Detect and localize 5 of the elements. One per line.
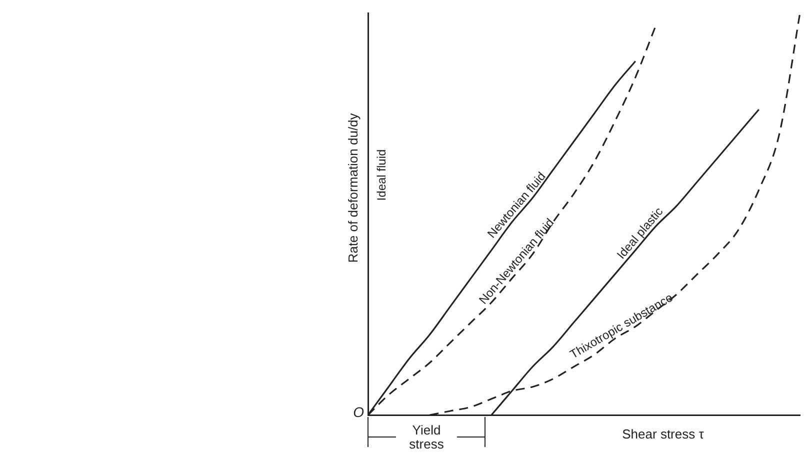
x-axis-title: Shear stress τ	[622, 426, 705, 442]
annotation: Ideal fluid	[374, 149, 388, 201]
y-axis-title: Rate of deformation du/dy	[346, 112, 361, 263]
text: Yield stress	[409, 422, 444, 452]
text: O	[353, 404, 364, 420]
